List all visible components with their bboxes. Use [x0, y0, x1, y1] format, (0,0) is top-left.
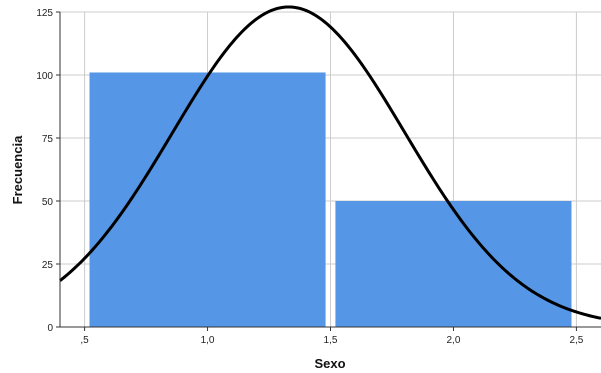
axes: [56, 11, 601, 331]
normal-curve-line: [59, 5, 601, 320]
x-tick-label-0: ,5: [80, 335, 89, 346]
y-tick-label-5: 125: [36, 8, 53, 19]
y-tick-label-1: 25: [42, 260, 54, 271]
y-tick-label-2: 50: [42, 197, 54, 208]
x-tick-label-3: 2,0: [447, 335, 461, 346]
x-tick-label-4: 2,5: [569, 335, 583, 346]
x-tick-label-2: 1,5: [324, 335, 338, 346]
y-tick-label-4: 100: [36, 71, 53, 82]
x-axis-title: Sexo: [314, 356, 345, 371]
x-tick-labels: ,5 1,0 1,5 2,0 2,5: [80, 335, 583, 346]
y-tick-label-3: 75: [42, 134, 54, 145]
normal-curve: [59, 5, 601, 320]
x-tick-label-1: 1,0: [201, 335, 215, 346]
y-tick-labels: 0 25 50 75 100 125: [36, 8, 53, 334]
bar-0: [89, 72, 326, 327]
y-tick-label-0: 0: [47, 323, 53, 334]
bars: [89, 72, 572, 327]
y-axis-title: Frecuencia: [10, 135, 25, 204]
bar-1: [335, 201, 572, 327]
